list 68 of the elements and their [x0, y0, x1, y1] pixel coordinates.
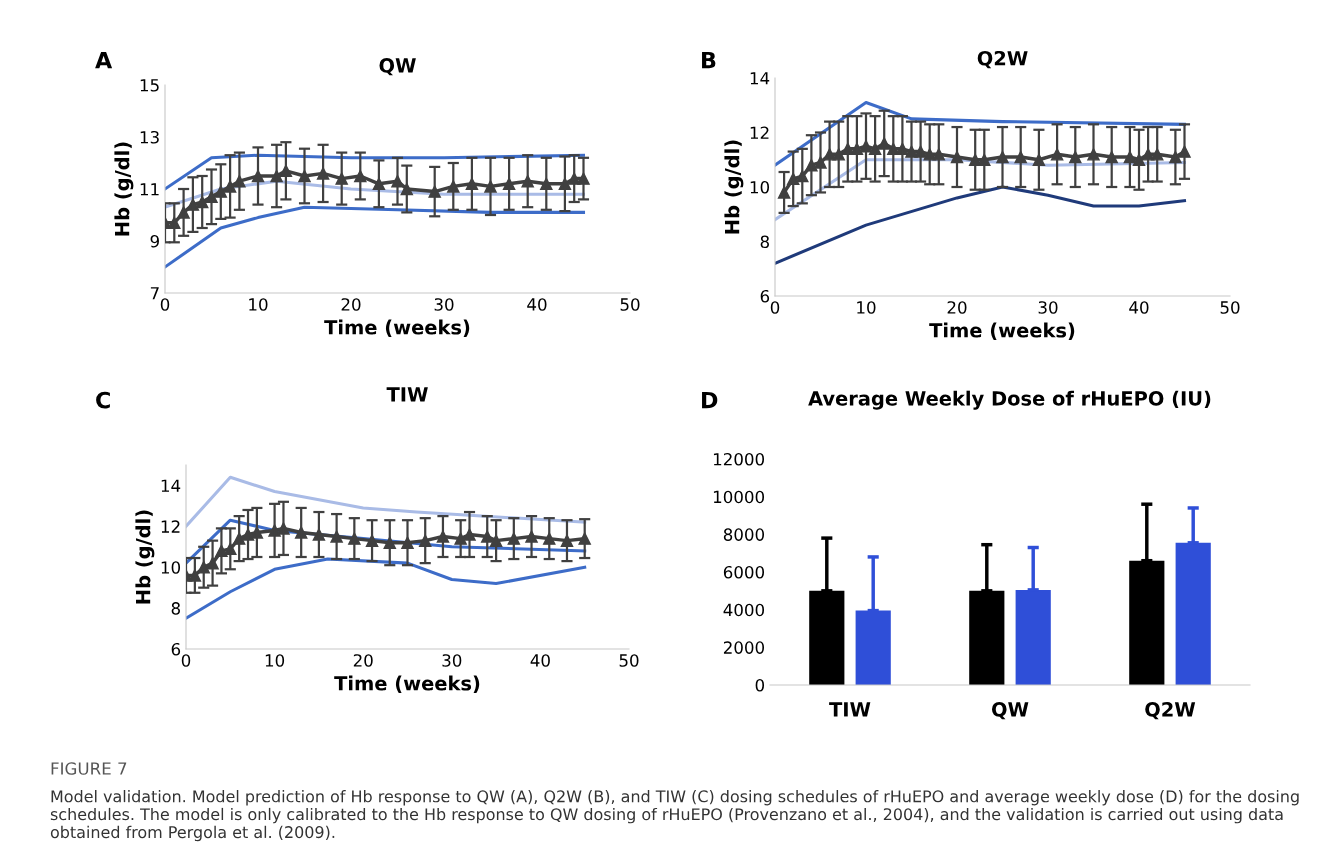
y-tick-label: 0	[755, 678, 765, 692]
y-tick-label: 12	[161, 520, 180, 533]
x-tick-label: 40	[530, 654, 550, 667]
x-tick-label: 10	[857, 301, 876, 314]
bar	[809, 590, 845, 685]
chart-title: Average Weekly Dose of rHuEPO (IU)	[808, 390, 1211, 410]
x-tick-label: 50	[619, 654, 639, 667]
chart-title: QW	[379, 58, 416, 76]
y-tick-label: 7	[150, 287, 159, 300]
x-tick-label: 30	[442, 654, 462, 667]
text: Model validation. Model prediction of Hb response to QW (A), Q2W (B), and TIW (C) dosing schedules of rHuEPO and average weekly dose (D) for the dosing schedules. The model is only calibrated to the Hb response to QW dosing of rHuEPO (Provenzano et al., 2004), and the validation is carried out using data obtained from Pergola et al. (2009).	[50, 790, 1299, 842]
text: B	[702, 51, 716, 69]
x-tick-label: 0	[770, 301, 780, 314]
y-tick-label: 10	[750, 180, 770, 194]
x-tick-label: 50	[1220, 301, 1240, 314]
y-tick-label: 8000	[723, 528, 765, 541]
x-tick-label: 10	[249, 298, 268, 311]
bar	[969, 590, 1005, 685]
x-tick-label: TIW	[829, 702, 871, 717]
caption: FIGURE 7	[51, 762, 127, 775]
bar	[855, 610, 891, 685]
text: C	[96, 391, 110, 409]
y-tick-label: 6	[171, 642, 181, 656]
y-tick-label: 15	[140, 79, 159, 92]
x-tick-label: 0	[181, 654, 191, 667]
x-tick-label: 40	[1129, 301, 1149, 314]
x-tick-label: QW	[991, 702, 1029, 720]
y-tick-label: 13	[140, 130, 159, 144]
x-tick-label: 40	[527, 298, 547, 311]
bar	[1175, 542, 1211, 685]
x-axis-title: Time (weeks)	[334, 675, 480, 693]
y-tick-label: 14	[161, 479, 181, 492]
x-tick-label: Q2W	[1145, 702, 1196, 720]
y-tick-label: 12	[750, 126, 769, 139]
y-tick-label: 10	[161, 561, 181, 574]
line-series	[165, 205, 586, 269]
y-tick-label: 4000	[723, 603, 765, 617]
chart-title: Q2W	[977, 50, 1028, 69]
x-tick-label: 50	[620, 298, 640, 311]
y-tick-label: 6000	[723, 565, 765, 579]
x-axis-title: Time (weeks)	[929, 322, 1075, 340]
line-series	[186, 557, 587, 620]
bar	[1129, 560, 1165, 685]
y-tick-label: 9	[150, 234, 159, 248]
x-tick-label: 10	[265, 654, 285, 667]
text: D	[702, 391, 718, 409]
y-tick-label: 8	[171, 602, 180, 615]
line-series	[775, 185, 1187, 265]
y-axis-title: Hb (g/dl)	[114, 142, 134, 236]
text: A	[95, 51, 113, 69]
y-tick-label: 6	[760, 289, 770, 303]
x-tick-label: 20	[341, 298, 361, 311]
y-tick-label: 11	[140, 183, 159, 196]
y-axis-title: Hb (g/dl)	[135, 510, 155, 604]
x-axis-title: Time (weeks)	[324, 319, 470, 337]
x-tick-label: 30	[434, 298, 454, 311]
x-tick-label: 30	[1038, 301, 1058, 314]
chart-title: TIW	[386, 387, 428, 402]
y-tick-label: 10000	[713, 490, 765, 504]
x-tick-label: 20	[353, 654, 373, 667]
x-tick-label: 20	[947, 301, 967, 314]
y-tick-label: 2000	[723, 641, 765, 654]
bar	[1015, 589, 1051, 685]
y-tick-label: 8	[760, 235, 769, 249]
y-tick-label: 12000	[713, 452, 765, 466]
line-series	[186, 475, 587, 528]
y-tick-label: 14	[750, 72, 770, 85]
y-axis-title: Hb (g/dl)	[724, 140, 744, 234]
